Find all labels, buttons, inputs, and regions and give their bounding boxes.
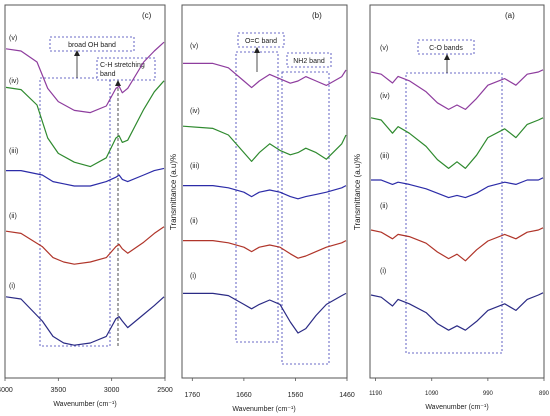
series-line (183, 185, 347, 200)
panel-b-nh2-box (286, 52, 332, 68)
series-line (5, 41, 165, 114)
plot-layer: 4000 3500 3000 2500 (i) (ii) (iii) (iv) (v) 1760 1… (0, 35, 550, 399)
series-label: (iv) (9, 78, 19, 85)
panel-b-oc-region (235, 51, 279, 343)
series-label: (iii) (190, 163, 199, 170)
series-line (370, 117, 544, 169)
series-label: (ii) (9, 213, 17, 220)
series-line (5, 296, 165, 346)
x-tick-label: 990 (483, 391, 494, 397)
series-label: (iii) (9, 148, 18, 155)
series-line (5, 226, 165, 265)
x-tick-label: 1460 (339, 392, 355, 399)
series-line (183, 62, 347, 89)
series-line (182, 125, 347, 162)
panel-b-oc-box (237, 32, 285, 48)
panel-a-co-box (417, 39, 475, 55)
series-line (183, 292, 347, 334)
series-label: (i) (380, 268, 386, 275)
panel-b-ylabel: Transmittance (a.u)% (169, 154, 178, 230)
panel-b-nh2-region (281, 71, 330, 365)
panel-a-label: (a) (505, 11, 515, 20)
panel-a-co-label: C-O bands (429, 45, 463, 52)
panel-c-oh-box (49, 36, 135, 52)
panel-c-ch-label: C-H stretching band (100, 62, 147, 78)
panel-c-ch-label-line2: band (100, 71, 116, 78)
panel-a-co-arrowhead (444, 54, 450, 60)
x-tick-label: 1560 (288, 392, 304, 399)
x-tick-label: 2500 (157, 387, 173, 394)
panel-c-oh-region (39, 77, 111, 347)
panel-c-xlabel: Wavenumber (cm⁻¹) (53, 401, 116, 408)
panel-b-oc-arrowhead (254, 47, 260, 53)
series-line (5, 80, 165, 168)
panel-a-co-region (405, 72, 503, 354)
series-label: (v) (380, 45, 388, 52)
series-line (370, 69, 544, 110)
panel-a-ylabel: Transmittance (a.u)% (353, 154, 362, 230)
series-line (370, 292, 544, 331)
panel-c-ch-box (96, 57, 156, 81)
panel-c-label: (c) (142, 11, 152, 20)
x-tick-label: 4000 (0, 387, 13, 394)
series-label: (iv) (190, 108, 200, 115)
series-label: (v) (9, 35, 17, 42)
x-tick-label: 3000 (104, 387, 120, 394)
series-label: (iii) (380, 153, 389, 160)
panel-b-oc-label: O=C band (245, 38, 277, 45)
series-label: (ii) (190, 218, 198, 225)
panel-c-ch-arrowhead (115, 80, 121, 86)
x-tick-label: 1660 (236, 392, 252, 399)
series-line (6, 167, 165, 187)
series-line (183, 240, 347, 259)
series-label: (v) (190, 43, 198, 50)
series-label: (ii) (380, 203, 388, 210)
panel-c-frame (4, 4, 166, 379)
panel-c-oh-label: broad OH band (68, 42, 116, 49)
x-tick-label: 1090 (425, 391, 439, 397)
series-label: (iv) (380, 93, 390, 100)
panel-b-xlabel: Wavenumber (cm⁻¹) (232, 406, 295, 413)
series-line (371, 177, 544, 199)
panel-c-ch-label-line1: C-H stretching (100, 62, 145, 69)
panel-a-frame (369, 4, 545, 379)
x-tick-label: 890 (539, 391, 550, 397)
panel-b-label: (b) (312, 11, 322, 20)
panel-b-nh2-label: NH2 band (293, 58, 325, 65)
x-tick-label: 1760 (185, 392, 201, 399)
panel-b-frame (181, 4, 348, 379)
x-tick-label: 3500 (51, 387, 67, 394)
series-label: (i) (9, 283, 15, 290)
x-tick-label: 1190 (369, 391, 383, 397)
panel-c-oh-arrowhead (74, 50, 80, 56)
series-label: (i) (190, 273, 196, 280)
series-line (370, 227, 544, 262)
panel-a-xlabel: Wavenumber (cm⁻¹) (425, 404, 488, 411)
